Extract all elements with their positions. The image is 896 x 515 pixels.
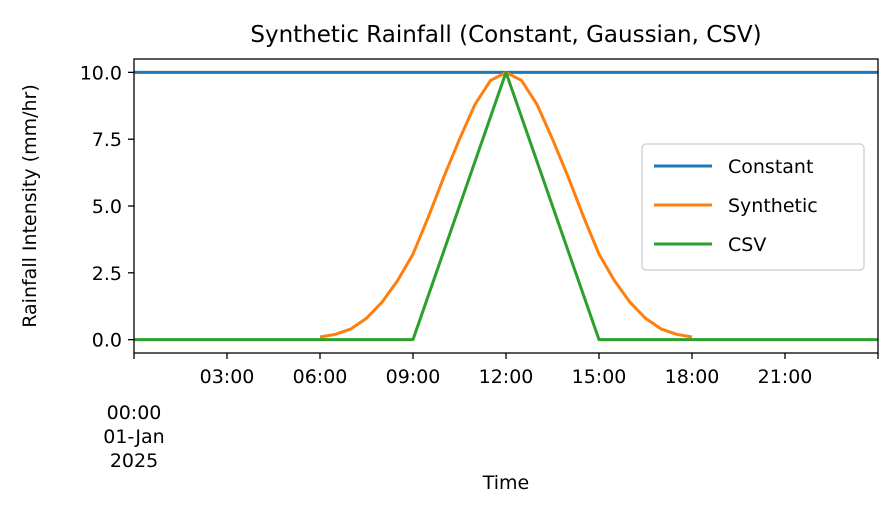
x-tick-label: 2025 [110,450,158,472]
x-tick-label: 01-Jan [103,426,164,448]
x-tick-label: 03:00 [200,366,255,388]
x-tick-label: 12:00 [479,366,534,388]
x-tick-label: 15:00 [572,366,627,388]
y-tick-label: 2.5 [92,263,122,285]
x-tick-label: 09:00 [386,366,441,388]
x-tick-label: 21:00 [758,366,813,388]
y-tick-label: 5.0 [92,196,122,218]
y-tick-label: 10.0 [80,62,122,84]
series-line-synthetic [319,70,693,339]
x-tick-label: 18:00 [665,366,720,388]
legend: Constant Synthetic CSV [641,143,865,271]
series-line-csv [134,70,878,342]
legend-label-constant: Constant [728,156,813,178]
x-axis-label: Time [482,472,530,494]
y-axis-label: Rainfall Intensity (mm/hr) [19,84,41,328]
y-tick-label: 7.5 [92,129,122,151]
chart-title: Synthetic Rainfall (Constant, Gaussian, … [250,22,761,48]
y-axis-ticks: 0.0 2.5 5.0 7.5 10.0 [80,62,134,352]
legend-label-csv: CSV [728,234,766,256]
legend-box [641,143,865,271]
x-tick-label: 00:00 [107,402,162,424]
legend-label-synthetic: Synthetic [728,195,818,217]
y-tick-label: 0.0 [92,330,122,352]
x-tick-label: 06:00 [293,366,348,388]
series-layer [134,70,878,342]
